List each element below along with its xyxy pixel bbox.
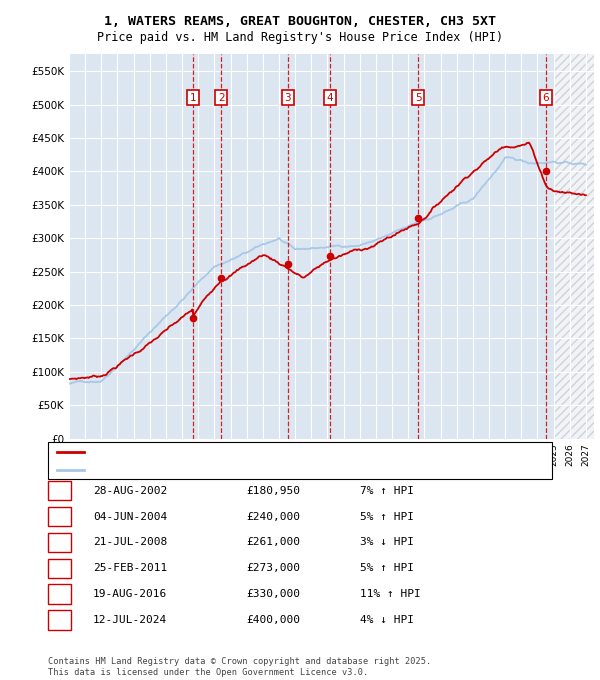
Text: 12-JUL-2024: 12-JUL-2024 bbox=[93, 615, 167, 625]
Text: 5: 5 bbox=[415, 93, 422, 103]
Text: 1, WATERS REAMS, GREAT BOUGHTON, CHESTER, CH3 5XT: 1, WATERS REAMS, GREAT BOUGHTON, CHESTER… bbox=[104, 15, 496, 28]
Text: 21-JUL-2008: 21-JUL-2008 bbox=[93, 537, 167, 547]
Text: 1, WATERS REAMS, GREAT BOUGHTON, CHESTER, CH3 5XT (detached house): 1, WATERS REAMS, GREAT BOUGHTON, CHESTER… bbox=[90, 447, 478, 458]
Text: 4% ↓ HPI: 4% ↓ HPI bbox=[360, 615, 414, 625]
Text: 4: 4 bbox=[326, 93, 333, 103]
Text: 5% ↑ HPI: 5% ↑ HPI bbox=[360, 563, 414, 573]
Text: £180,950: £180,950 bbox=[246, 486, 300, 496]
Text: Price paid vs. HM Land Registry's House Price Index (HPI): Price paid vs. HM Land Registry's House … bbox=[97, 31, 503, 44]
Text: 7% ↑ HPI: 7% ↑ HPI bbox=[360, 486, 414, 496]
Text: 5: 5 bbox=[56, 589, 63, 599]
Text: 5% ↑ HPI: 5% ↑ HPI bbox=[360, 511, 414, 522]
Text: 2: 2 bbox=[218, 93, 224, 103]
Text: 6: 6 bbox=[56, 615, 63, 625]
Text: 1: 1 bbox=[190, 93, 196, 103]
Text: 04-JUN-2004: 04-JUN-2004 bbox=[93, 511, 167, 522]
Text: £330,000: £330,000 bbox=[246, 589, 300, 599]
Text: 3: 3 bbox=[56, 537, 63, 547]
Text: £273,000: £273,000 bbox=[246, 563, 300, 573]
Text: 2: 2 bbox=[56, 511, 63, 522]
Text: 28-AUG-2002: 28-AUG-2002 bbox=[93, 486, 167, 496]
Text: £261,000: £261,000 bbox=[246, 537, 300, 547]
Text: HPI: Average price, detached house, Cheshire West and Chester: HPI: Average price, detached house, Ches… bbox=[90, 465, 448, 475]
Text: £240,000: £240,000 bbox=[246, 511, 300, 522]
Text: £400,000: £400,000 bbox=[246, 615, 300, 625]
Text: 4: 4 bbox=[56, 563, 63, 573]
Text: 6: 6 bbox=[543, 93, 550, 103]
Text: 25-FEB-2011: 25-FEB-2011 bbox=[93, 563, 167, 573]
Text: 11% ↑ HPI: 11% ↑ HPI bbox=[360, 589, 421, 599]
Text: 19-AUG-2016: 19-AUG-2016 bbox=[93, 589, 167, 599]
Text: Contains HM Land Registry data © Crown copyright and database right 2025.
This d: Contains HM Land Registry data © Crown c… bbox=[48, 657, 431, 677]
Text: 3: 3 bbox=[284, 93, 291, 103]
Text: 3% ↓ HPI: 3% ↓ HPI bbox=[360, 537, 414, 547]
Text: 1: 1 bbox=[56, 486, 63, 496]
